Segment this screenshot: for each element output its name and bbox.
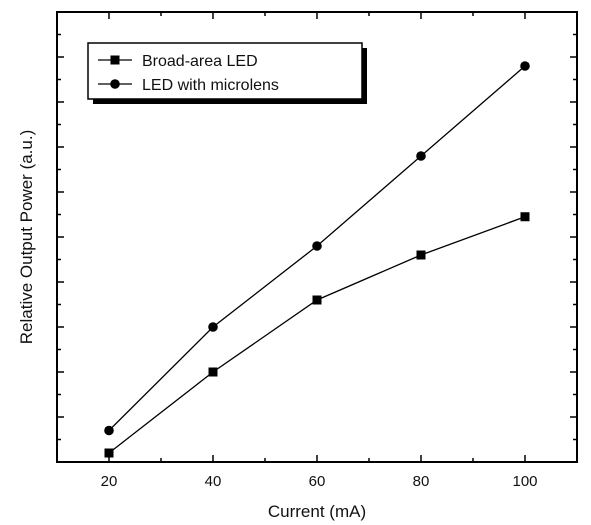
x-axis-ticks: [108, 12, 526, 462]
x-tick-label: 60: [309, 473, 326, 490]
y-axis-label: Relative Output Power (a.u.): [17, 130, 36, 344]
x-axis-label: Current (mA): [268, 502, 366, 521]
legend-items: Broad-area LED LED with microlens: [98, 53, 279, 94]
circle-marker: [208, 322, 218, 332]
legend: Broad-area LED LED with microlens: [87, 42, 367, 104]
legend-box: [87, 42, 363, 100]
circle-marker: [416, 151, 426, 161]
x-tick-label: 40: [205, 473, 222, 490]
square-marker: [312, 295, 322, 305]
circle-marker: [312, 241, 322, 251]
square-marker: [208, 367, 218, 377]
legend-label: LED with microlens: [142, 77, 279, 94]
series-broad-area-led: [104, 212, 530, 458]
square-marker: [520, 212, 530, 222]
circle-marker: [104, 425, 114, 436]
x-axis-tick-labels: 20 40 60 80 100: [101, 473, 538, 490]
square-marker: [104, 448, 114, 458]
square-marker: [416, 250, 426, 260]
legend-circle-marker: [110, 79, 120, 89]
x-tick-label: 100: [512, 473, 537, 490]
circle-marker: [520, 61, 530, 71]
y-axis-ticks: [57, 33, 577, 441]
series-led-with-microlens: [104, 61, 530, 436]
series-layer: [104, 61, 530, 458]
x-tick-label: 80: [413, 473, 430, 490]
legend-square-marker: [110, 55, 120, 65]
legend-item: LED with microlens: [98, 77, 279, 94]
x-tick-label: 20: [101, 473, 118, 490]
legend-item: Broad-area LED: [98, 53, 258, 70]
legend-label: Broad-area LED: [142, 53, 258, 70]
series-line: [108, 216, 526, 454]
